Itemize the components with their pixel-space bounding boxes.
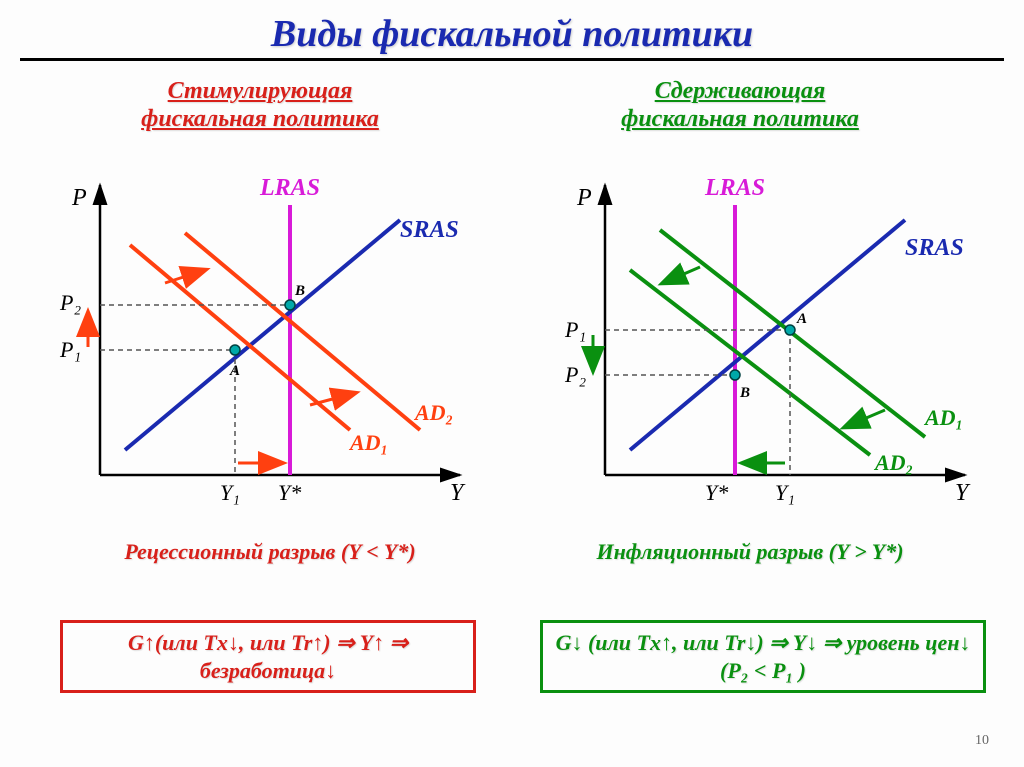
svg-text:Y: Y <box>955 480 971 506</box>
main-title: Виды фискальной политики <box>0 0 1024 56</box>
left-subtitle: Стимулирующая фискальная политика <box>120 78 400 133</box>
svg-text:AD₂: AD₂ <box>413 400 453 425</box>
svg-text:Y*: Y* <box>278 480 301 505</box>
left-chart: P Y P₁ P₂ Y₁ Y* LRAS SRAS AD₁ AD₂ A B <box>30 175 490 515</box>
svg-text:A: A <box>796 311 807 327</box>
right-gap: Инфляционный разрыв (Y > Y*) <box>580 540 920 564</box>
svg-text:SRAS: SRAS <box>905 235 964 261</box>
svg-text:P: P <box>576 185 592 211</box>
svg-text:P₁: P₁ <box>59 337 81 362</box>
right-subtitle: Сдерживающая фискальная политика <box>600 78 880 133</box>
title-rule <box>20 58 1004 61</box>
right-chart: P Y P₁ P₂ Y* Y₁ LRAS SRAS AD₁ AD₂ A B <box>535 175 995 515</box>
svg-text:Y*: Y* <box>705 480 728 505</box>
svg-text:LRAS: LRAS <box>704 175 765 201</box>
svg-text:Y₁: Y₁ <box>220 480 240 505</box>
svg-text:Y₁: Y₁ <box>775 480 795 505</box>
svg-text:P₂: P₂ <box>59 290 81 315</box>
svg-text:AD₂: AD₂ <box>873 450 913 475</box>
svg-text:P₂: P₂ <box>564 362 586 387</box>
svg-text:P₁: P₁ <box>564 317 586 342</box>
svg-text:SRAS: SRAS <box>400 217 459 243</box>
right-formula: G↓ (или Tx↑, или Tr↓) ⇒ Y↓ ⇒ уровень цен… <box>540 620 986 693</box>
svg-text:AD₁: AD₁ <box>348 430 388 455</box>
page-number: 10 <box>975 733 989 749</box>
svg-text:A: A <box>229 363 240 379</box>
svg-text:Y: Y <box>450 480 466 506</box>
svg-text:LRAS: LRAS <box>259 175 320 201</box>
left-gap: Рецессионный разрыв (Y < Y*) <box>110 540 430 564</box>
svg-text:B: B <box>294 283 305 299</box>
svg-text:P: P <box>71 185 87 211</box>
left-formula: G↑(или Tx↓, или Tr↑) ⇒ Y↑ ⇒ безработица↓ <box>60 620 476 693</box>
svg-text:B: B <box>739 385 750 401</box>
svg-text:AD₁: AD₁ <box>923 405 963 430</box>
